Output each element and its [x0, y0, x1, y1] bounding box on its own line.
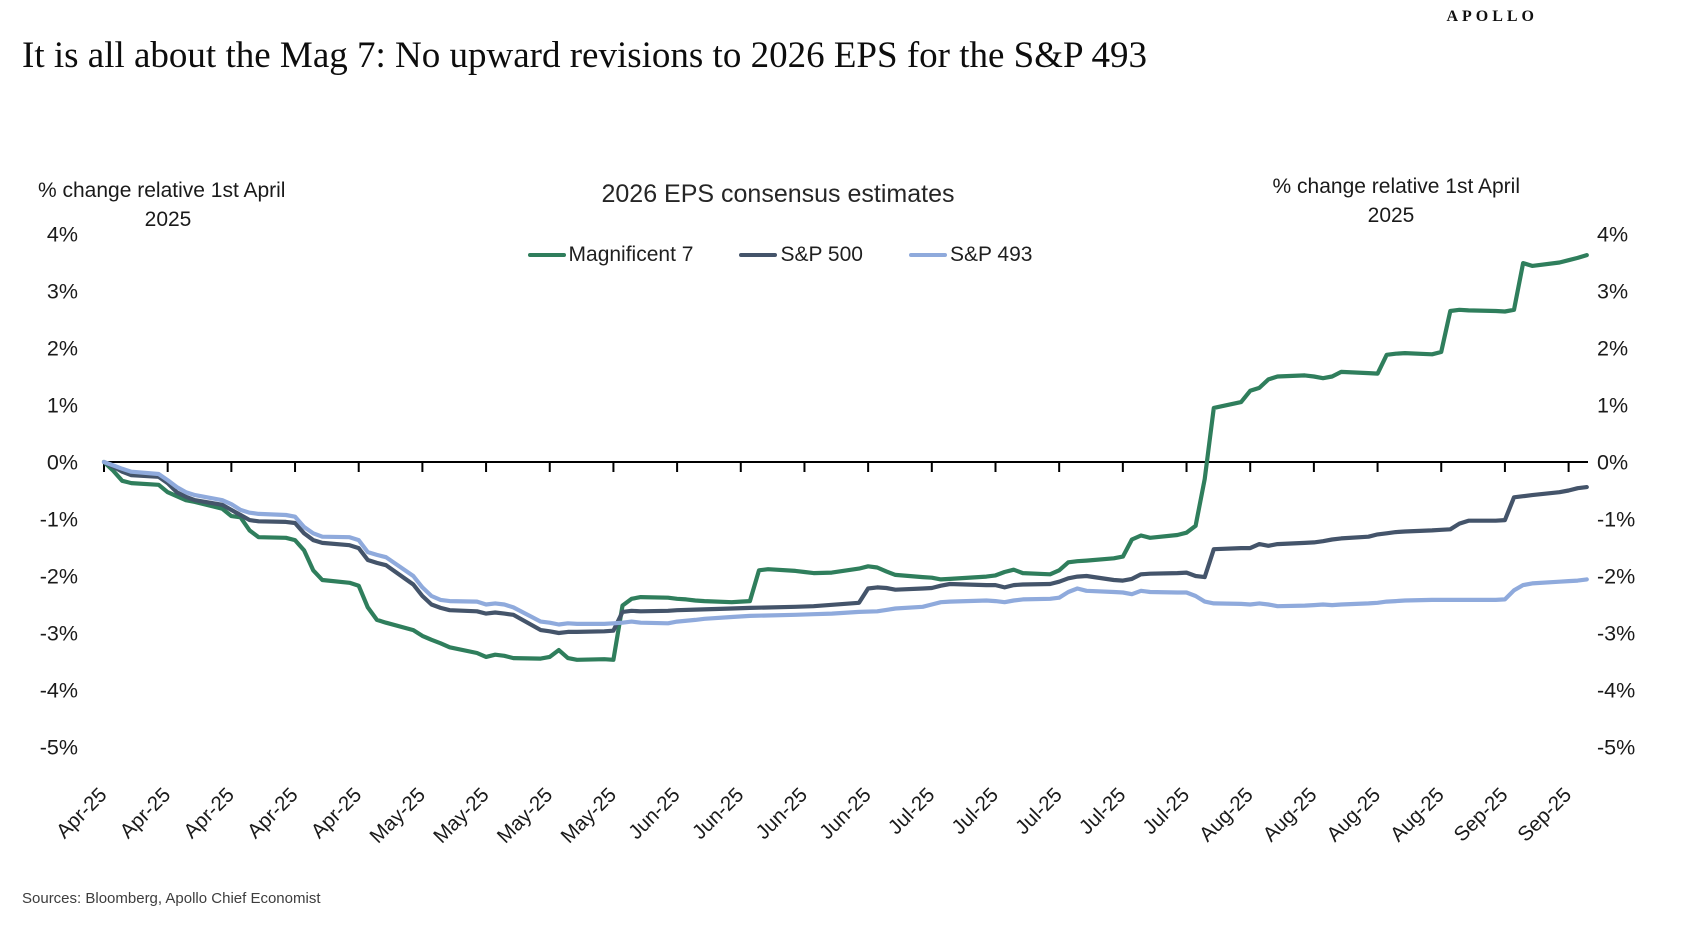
chart-title: 2026 EPS consensus estimates [601, 180, 955, 208]
x-tick-label: Jun-25 [751, 783, 812, 844]
x-tick-label: Sep-25 [1449, 783, 1512, 846]
x-tick-label: May-25 [365, 783, 430, 848]
legend-item-s-p-493: S&P 493 [908, 243, 1033, 267]
y-tick-label-right: -1% [1597, 508, 1635, 532]
y-axis-header-right: % change relative 1st April 2025 [1262, 172, 1520, 230]
source-note: Sources: Bloomberg, Apollo Chief Economi… [22, 890, 321, 907]
y-tick-label-right: -4% [1597, 679, 1635, 703]
x-tick-label: Apr-25 [306, 783, 366, 843]
apollo-logo: APOLLO [1446, 8, 1538, 25]
y-tick-label-left: -3% [40, 622, 78, 646]
legend-label: Magnificent 7 [568, 243, 694, 266]
legend-line-swatch [527, 253, 566, 257]
x-tick-label: Jul-25 [884, 783, 940, 839]
x-tick-label: Aug-25 [1322, 783, 1385, 846]
legend-line-swatch [739, 253, 778, 257]
y-tick-label-right: 0% [1597, 451, 1628, 475]
x-tick-label: Apr-25 [243, 783, 303, 843]
y-axis-header-left-line1: % change relative 1st April [38, 179, 286, 202]
y-tick-label-left: 0% [47, 451, 78, 475]
y-tick-label-right: 2% [1597, 337, 1628, 361]
x-tick-label: Sep-25 [1513, 783, 1576, 846]
x-tick-label: May-25 [429, 783, 494, 848]
legend-label: S&P 493 [949, 243, 1033, 266]
x-tick-label: Jul-25 [1011, 783, 1067, 839]
y-tick-label-left: -2% [40, 565, 78, 589]
y-axis-header-left: % change relative 1st April 2025 [38, 176, 298, 234]
x-tick-label: Aug-25 [1258, 783, 1321, 846]
y-tick-label-left: 4% [47, 223, 78, 247]
page-title: It is all about the Mag 7: No upward rev… [22, 35, 1147, 76]
x-tick-label: Aug-25 [1386, 783, 1449, 846]
y-axis-header-right-line2: 2025 [1367, 204, 1415, 227]
x-tick-label: Apr-25 [115, 783, 175, 843]
y-axis-header-left-line2: 2025 [144, 208, 192, 231]
y-tick-label-left: -1% [40, 508, 78, 532]
y-tick-label-left: 2% [47, 337, 78, 361]
x-tick-label: Aug-25 [1195, 783, 1258, 846]
y-tick-label-right: -3% [1597, 622, 1635, 646]
x-tick-label: Apr-25 [179, 783, 239, 843]
x-tick-label: Jun-25 [688, 783, 749, 844]
x-tick-label: Jul-25 [1138, 783, 1194, 839]
y-tick-label-left: -5% [40, 736, 78, 760]
x-tick-label: May-25 [493, 783, 558, 848]
y-axis-header-right-line1: % change relative 1st April [1272, 175, 1520, 198]
y-tick-label-left: 1% [47, 394, 78, 418]
chart-legend: Magnificent 7 S&P 500 S&P 493 [380, 243, 1180, 267]
y-tick-label-right: 4% [1597, 223, 1628, 247]
y-tick-label-right: -5% [1597, 736, 1635, 760]
series-line-s-p-500 [101, 459, 1589, 636]
x-tick-label: Jun-25 [624, 783, 685, 844]
series-line-s-p-493 [101, 459, 1589, 627]
y-tick-label-right: 3% [1597, 280, 1628, 304]
x-tick-label: Apr-25 [52, 783, 112, 843]
y-tick-label-right: -2% [1597, 565, 1635, 589]
y-tick-label-left: 3% [47, 280, 78, 304]
y-tick-label-right: 1% [1597, 394, 1628, 418]
legend-item-s-p-500: S&P 500 [739, 243, 863, 267]
x-tick-label: Jul-25 [947, 783, 1003, 839]
legend-line-swatch [908, 253, 947, 257]
x-tick-label: May-25 [556, 783, 621, 848]
x-tick-label: Jul-25 [1075, 783, 1131, 839]
y-tick-label-left: -4% [40, 679, 78, 703]
x-tick-label: Jun-25 [815, 783, 876, 844]
legend-item-magnificent-7: Magnificent 7 [527, 243, 694, 267]
series-line-magnificent-7 [101, 253, 1589, 662]
legend-label: S&P 500 [780, 243, 863, 266]
